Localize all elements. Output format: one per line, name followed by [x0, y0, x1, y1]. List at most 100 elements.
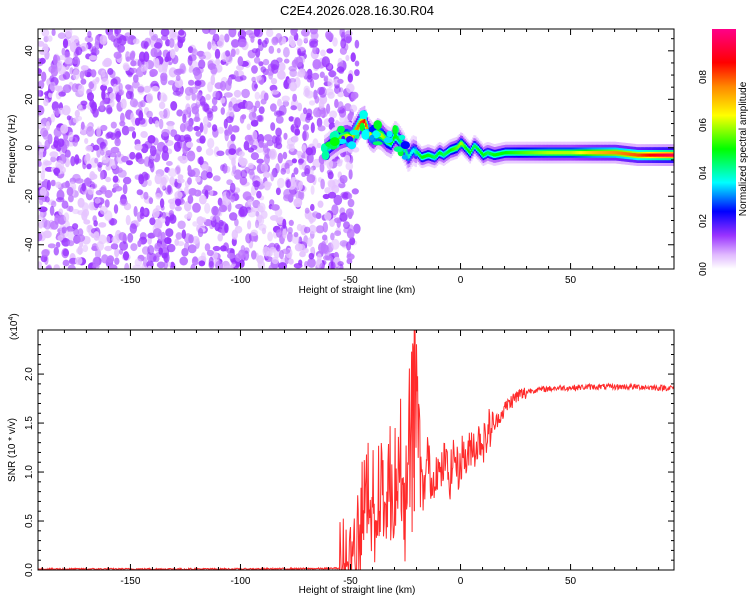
- noise-speckle: [350, 52, 356, 63]
- noise-speckle: [256, 115, 263, 122]
- noise-speckle: [156, 261, 166, 269]
- noise-speckle: [116, 167, 123, 173]
- colorbar-ramp: [712, 29, 736, 269]
- noise-speckle: [164, 56, 170, 63]
- ridge-cell: [604, 151, 606, 155]
- noise-speckle: [216, 209, 221, 217]
- noise-speckle: [93, 220, 98, 227]
- noise-speckle: [62, 248, 69, 257]
- ridge-cell: [432, 155, 435, 159]
- noise-speckle: [329, 219, 335, 227]
- noise-speckle: [247, 199, 253, 206]
- ridge-cell: [338, 136, 341, 141]
- noise-speckle: [243, 140, 250, 151]
- ridge-blob: [373, 120, 383, 130]
- noise-speckle: [198, 260, 206, 267]
- ridge-cell: [589, 151, 592, 155]
- chart-title: C2E4.2026.028.16.30.R04: [280, 3, 434, 18]
- noise-speckle: [323, 76, 328, 83]
- noise-speckle: [134, 258, 143, 267]
- noise-speckle: [172, 90, 181, 96]
- noise-speckle: [270, 89, 279, 95]
- noise-speckle: [306, 74, 313, 83]
- ridge-blob: [320, 143, 328, 153]
- ridge-cell: [571, 151, 573, 155]
- noise-speckle: [328, 261, 336, 269]
- ridge-cell: [660, 153, 663, 157]
- noise-speckle: [314, 95, 320, 104]
- noise-speckle: [138, 51, 146, 63]
- noise-speckle: [152, 208, 160, 219]
- noise-speckle: [147, 245, 155, 255]
- noise-speckle: [54, 214, 60, 226]
- ridge-cell: [423, 155, 425, 159]
- noise-speckle: [195, 175, 201, 183]
- noise-speckle: [327, 171, 334, 180]
- noise-speckle: [256, 158, 265, 164]
- noise-speckle: [216, 150, 225, 157]
- noise-speckle: [270, 204, 280, 211]
- noise-speckle: [334, 98, 339, 109]
- noise-speckle: [130, 243, 138, 252]
- noise-speckle: [143, 191, 149, 200]
- y-tick-label: 1.5: [24, 416, 35, 430]
- noise-speckle: [205, 93, 211, 101]
- noise-speckle: [129, 223, 137, 234]
- ridge-cell: [545, 151, 548, 155]
- noise-speckle: [142, 256, 148, 267]
- noise-speckle: [232, 164, 237, 175]
- ridge-blob: [349, 129, 360, 136]
- noise-speckle: [310, 246, 315, 254]
- y-tick-label: 0.5: [24, 514, 35, 528]
- noise-speckle: [204, 202, 211, 214]
- noise-speckle: [158, 118, 164, 130]
- noise-speckle: [270, 122, 276, 131]
- noise-speckle: [97, 161, 103, 168]
- colorbar-tick-label: 0.8: [698, 70, 709, 84]
- noise-speckle: [336, 66, 345, 73]
- noise-speckle: [39, 186, 47, 197]
- noise-speckle: [191, 48, 198, 57]
- noise-speckle: [262, 58, 270, 66]
- noise-speckle: [76, 234, 86, 243]
- ridge-cell: [339, 135, 342, 141]
- noise-speckle: [67, 264, 76, 269]
- ridge-cell: [549, 151, 552, 155]
- noise-speckle: [179, 123, 186, 133]
- noise-speckle: [330, 232, 335, 241]
- noise-speckle: [287, 78, 292, 84]
- noise-speckle: [246, 123, 251, 131]
- ridge-cell: [560, 151, 563, 155]
- noise-speckle: [302, 124, 310, 131]
- noise-speckle: [327, 191, 337, 199]
- ridge-cell: [408, 153, 411, 159]
- noise-speckle: [226, 247, 235, 255]
- ridge-cell: [361, 120, 363, 125]
- noise-speckle: [86, 126, 94, 137]
- ridge-cell: [656, 153, 659, 157]
- noise-speckle: [41, 29, 50, 37]
- ridge-cell: [382, 134, 384, 139]
- noise-speckle: [207, 81, 213, 93]
- noise-speckle: [68, 194, 74, 203]
- x-tick-label: 50: [565, 275, 577, 286]
- noise-speckle: [147, 179, 152, 186]
- ridge-cell: [412, 148, 415, 153]
- noise-speckle: [227, 76, 233, 86]
- noise-speckle: [153, 42, 163, 49]
- noise-speckle: [143, 208, 148, 216]
- noise-speckle: [61, 200, 69, 209]
- noise-speckle: [43, 230, 52, 239]
- noise-speckle: [186, 141, 194, 148]
- ridge-cell: [573, 151, 576, 155]
- noise-speckle: [121, 155, 129, 163]
- noise-speckle: [227, 106, 235, 118]
- noise-speckle: [205, 148, 214, 156]
- noise-speckle: [188, 188, 197, 196]
- noise-speckle: [80, 121, 85, 130]
- ridge-cell: [479, 150, 482, 154]
- ridge-cell: [610, 151, 613, 155]
- noise-speckle: [328, 70, 337, 78]
- ridge-cell: [359, 121, 362, 126]
- ridge-cell: [602, 151, 605, 155]
